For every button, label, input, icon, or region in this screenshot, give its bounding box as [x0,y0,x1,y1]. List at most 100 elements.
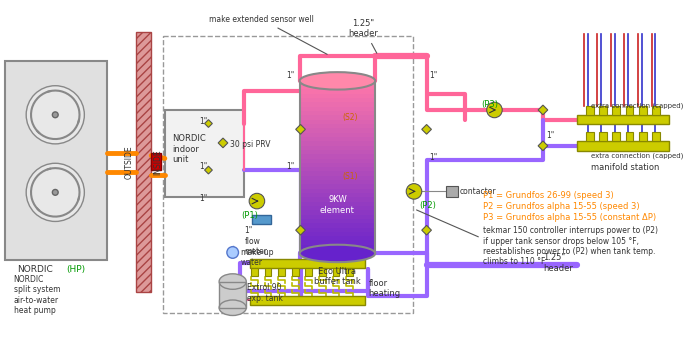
Circle shape [26,86,84,144]
Bar [300,180,375,185]
Bar [300,249,375,255]
Polygon shape [421,225,431,235]
Bar [319,268,326,276]
Bar [219,281,246,308]
Text: Extrol 90
exp. tank: Extrol 90 exp. tank [247,283,283,303]
Bar [5,62,106,260]
Text: extra connection (capped): extra connection (capped) [592,153,684,159]
Text: make extended sensor well: make extended sensor well [209,15,327,54]
Text: 1": 1" [199,162,207,171]
Bar [300,98,375,104]
Bar [586,106,594,115]
Text: 1.25"
header: 1.25" header [349,19,379,53]
Bar [300,240,375,246]
Text: 1": 1" [430,71,438,80]
Bar [164,110,244,197]
Polygon shape [204,120,212,127]
Bar [300,89,375,95]
Bar [305,268,312,276]
Text: 1.25"
header: 1.25" header [543,254,573,273]
Circle shape [249,193,265,209]
Bar [300,215,375,220]
Bar [626,132,634,141]
Bar [163,36,413,313]
Text: NORDIC
indoor
unit: NORDIC indoor unit [173,134,206,164]
Text: 9KW
element: 9KW element [320,195,355,215]
Circle shape [52,190,58,195]
Ellipse shape [300,72,375,89]
Bar [577,115,669,125]
Bar [300,210,375,216]
Text: 1"
flow
meter: 1" flow meter [244,226,267,256]
Bar [300,189,375,194]
Bar [599,132,607,141]
Bar [626,106,634,115]
Bar [151,153,161,170]
Polygon shape [538,141,548,151]
Polygon shape [204,166,212,174]
Bar [265,268,272,276]
Text: NORDIC
split system
air-to-water
heat pump: NORDIC split system air-to-water heat pu… [13,275,60,315]
Bar [300,141,375,147]
Text: OUTSIDE: OUTSIDE [125,146,134,179]
Circle shape [52,112,58,118]
Bar [219,281,246,308]
Bar [300,245,375,250]
Text: P1 = Grundfos 26-99 (speed 3): P1 = Grundfos 26-99 (speed 3) [483,191,614,201]
Bar [300,206,375,211]
Text: make-up
water: make-up water [240,248,274,267]
Circle shape [227,247,239,258]
Text: 1": 1" [286,71,294,80]
Bar [612,132,620,141]
Bar [599,106,607,115]
Text: (HP): (HP) [66,265,85,274]
Bar [300,236,375,241]
Circle shape [486,102,502,118]
Ellipse shape [219,300,246,315]
Text: INSIDE: INSIDE [153,150,162,175]
Ellipse shape [219,274,246,289]
Polygon shape [218,138,228,148]
Text: P2 = Grundfos alpha 15-55 (speed 3): P2 = Grundfos alpha 15-55 (speed 3) [483,202,640,211]
Bar [300,167,375,172]
Bar [300,133,375,138]
Text: (S1): (S1) [342,172,358,181]
Polygon shape [295,225,305,235]
Bar [300,124,375,129]
Bar [300,193,375,198]
Text: 1": 1" [286,162,294,171]
Text: (S2): (S2) [342,113,358,122]
Bar [300,81,375,86]
Bar [252,215,272,224]
Bar [300,163,375,168]
Bar [300,107,375,112]
Text: 30 psi PRV: 30 psi PRV [230,140,270,149]
Bar [300,232,375,237]
Circle shape [406,184,421,199]
Text: (P2): (P2) [419,201,435,210]
Bar [639,106,647,115]
Bar [300,103,375,108]
Text: Eco Ultra
buffer tank: Eco Ultra buffer tank [314,267,360,287]
Bar [250,296,365,305]
Text: manifold station: manifold station [592,163,660,172]
Bar [639,132,647,141]
Bar [300,150,375,155]
Bar [300,128,375,133]
Polygon shape [295,125,305,134]
Bar [136,32,151,292]
Polygon shape [421,125,431,134]
Bar [300,154,375,160]
Bar [279,268,285,276]
Bar [300,176,375,181]
Bar [652,106,659,115]
Text: contactor: contactor [460,186,496,195]
Bar [300,81,375,254]
Text: floor
heating: floor heating [368,279,400,298]
Bar [612,106,620,115]
Bar [300,171,375,177]
Bar [300,219,375,224]
Bar [300,111,375,116]
Text: NORDIC: NORDIC [18,265,53,274]
Bar [300,227,375,233]
